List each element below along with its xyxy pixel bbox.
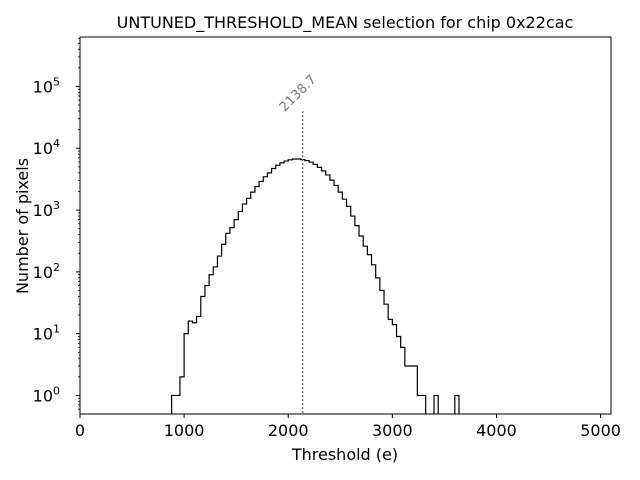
x-tick-label: 1000 [164,421,205,440]
y-tick-label: 100 [33,384,60,405]
y-tick-label: 105 [33,75,60,96]
x-tick-label: 5000 [580,421,621,440]
y-tick-label: 104 [33,137,60,158]
x-tick-label: 4000 [476,421,517,440]
chart-title: UNTUNED_THRESHOLD_MEAN selection for chi… [117,13,574,33]
x-tick-label: 0 [75,421,85,440]
y-tick-label: 102 [33,261,60,282]
histogram-outline [171,158,460,414]
x-axis-label: Threshold (e) [291,445,398,464]
y-tick-label: 101 [33,323,60,344]
plot-area: 2138.7 0 1000 2000 3000 4000 5000 100 101 102 103 1… [33,36,621,440]
y-tick-label: 103 [33,199,60,220]
x-tick-label: 2000 [268,421,309,440]
x-tick-label: 3000 [372,421,413,440]
y-axis-label: Number of pixels [13,158,32,294]
plot-frame [79,36,612,415]
mean-annotation: 2138.7 [277,72,320,115]
